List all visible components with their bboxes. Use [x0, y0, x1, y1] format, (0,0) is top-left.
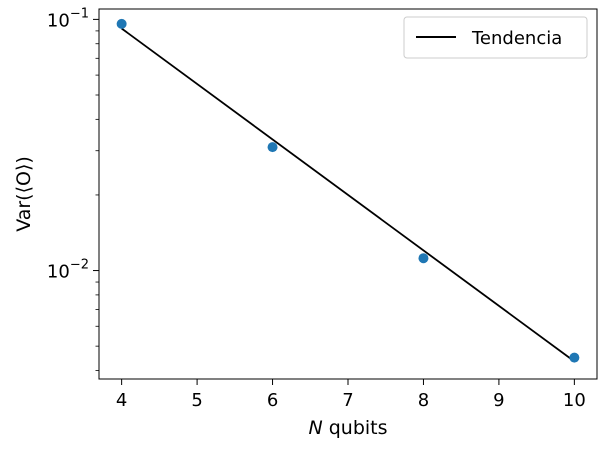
data-point [116, 18, 127, 29]
legend-label-tendencia: Tendencia [471, 28, 562, 49]
data-point [418, 253, 429, 264]
x-tick-label: 5 [191, 390, 202, 411]
x-tick-label: 7 [342, 390, 353, 411]
y-tick-label: 10−2 [47, 258, 89, 283]
trend-line [121, 27, 575, 363]
y-tick-label: 10−1 [47, 6, 89, 31]
x-tick-label: 8 [418, 390, 429, 411]
legend: Tendencia [403, 16, 588, 59]
axis-ticks: 4 5 6 7 8 9 10 10−1 10−2 [47, 6, 586, 411]
plot-frame [98, 8, 598, 380]
y-minor-ticks [95, 30, 99, 371]
series-layer [116, 18, 580, 363]
x-tick-label: 6 [267, 390, 278, 411]
data-point [569, 352, 580, 363]
x-axis-label: N qubits [308, 417, 387, 439]
x-tick-label: 4 [116, 390, 127, 411]
x-tick-label: 10 [563, 390, 586, 411]
legend-box [403, 16, 588, 59]
data-point [267, 142, 278, 153]
x-tick-label: 9 [493, 390, 504, 411]
y-axis-label: Var(⟨O⟩) [13, 156, 35, 232]
